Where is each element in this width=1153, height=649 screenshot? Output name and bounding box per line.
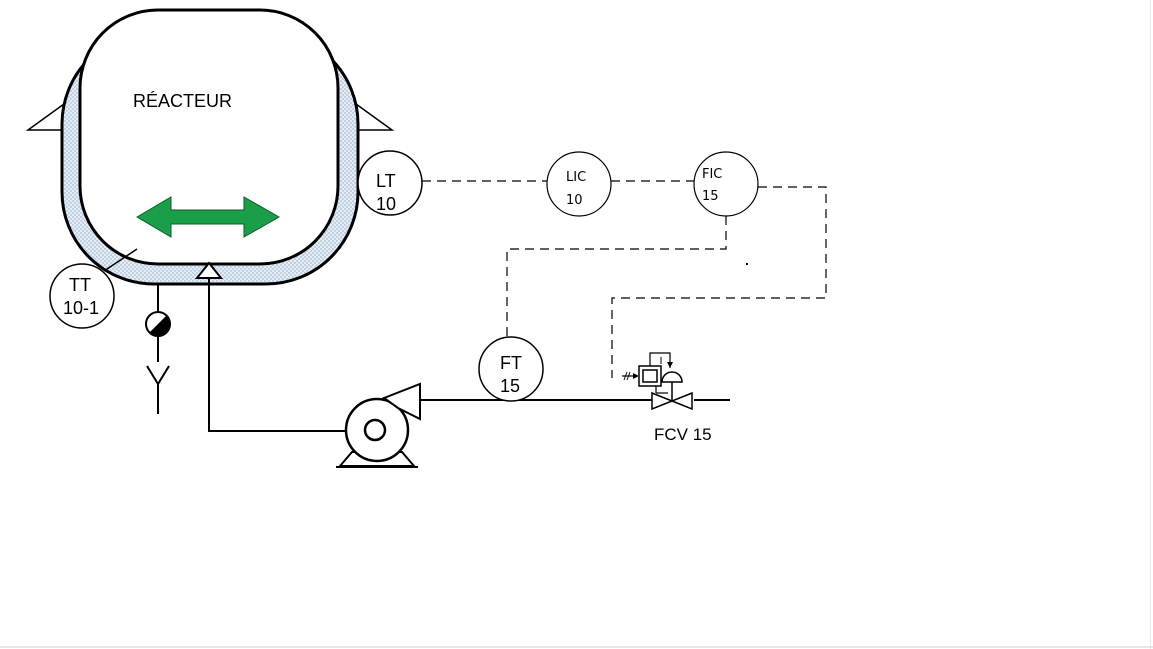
ft-number: 15 xyxy=(500,376,520,396)
lt-number: 10 xyxy=(376,194,396,214)
ft-tag: FT xyxy=(500,353,522,373)
instrument-lt[interactable]: LT 10 xyxy=(357,150,423,216)
signal-fic-fcv xyxy=(611,186,827,378)
jacket-fin-right xyxy=(355,102,395,131)
pump xyxy=(336,382,421,468)
agitator-arrow xyxy=(136,196,281,238)
control-valve xyxy=(622,352,693,411)
lt-tag: LT xyxy=(376,171,396,191)
right-edge-line xyxy=(1150,0,1151,649)
instrument-tt[interactable]: TT 10-1 xyxy=(49,263,115,329)
valve-label: FCV 15 xyxy=(654,425,712,444)
instrument-fic[interactable]: FIC 15 xyxy=(693,151,759,217)
fic-tag: FIC xyxy=(702,167,722,182)
tt-connection xyxy=(103,248,138,272)
fic-number: 15 xyxy=(702,189,719,204)
tt-number: 10-1 xyxy=(63,298,99,318)
signal-ft-fic xyxy=(506,216,727,339)
drain-line xyxy=(145,283,171,414)
stray-mark xyxy=(746,263,748,265)
instrument-lic[interactable]: LIC 10 xyxy=(546,151,612,217)
instrument-ft[interactable]: FT 15 xyxy=(478,336,544,402)
lic-tag: LIC xyxy=(566,170,586,185)
process-line-feed xyxy=(208,278,346,432)
reactor-vessel xyxy=(78,8,340,266)
reactor-label: RÉACTEUR xyxy=(133,91,232,111)
lic-number: 10 xyxy=(566,193,583,208)
tt-tag: TT xyxy=(69,275,91,295)
jacket-fin-left xyxy=(25,102,65,131)
signal-lines xyxy=(422,180,827,378)
